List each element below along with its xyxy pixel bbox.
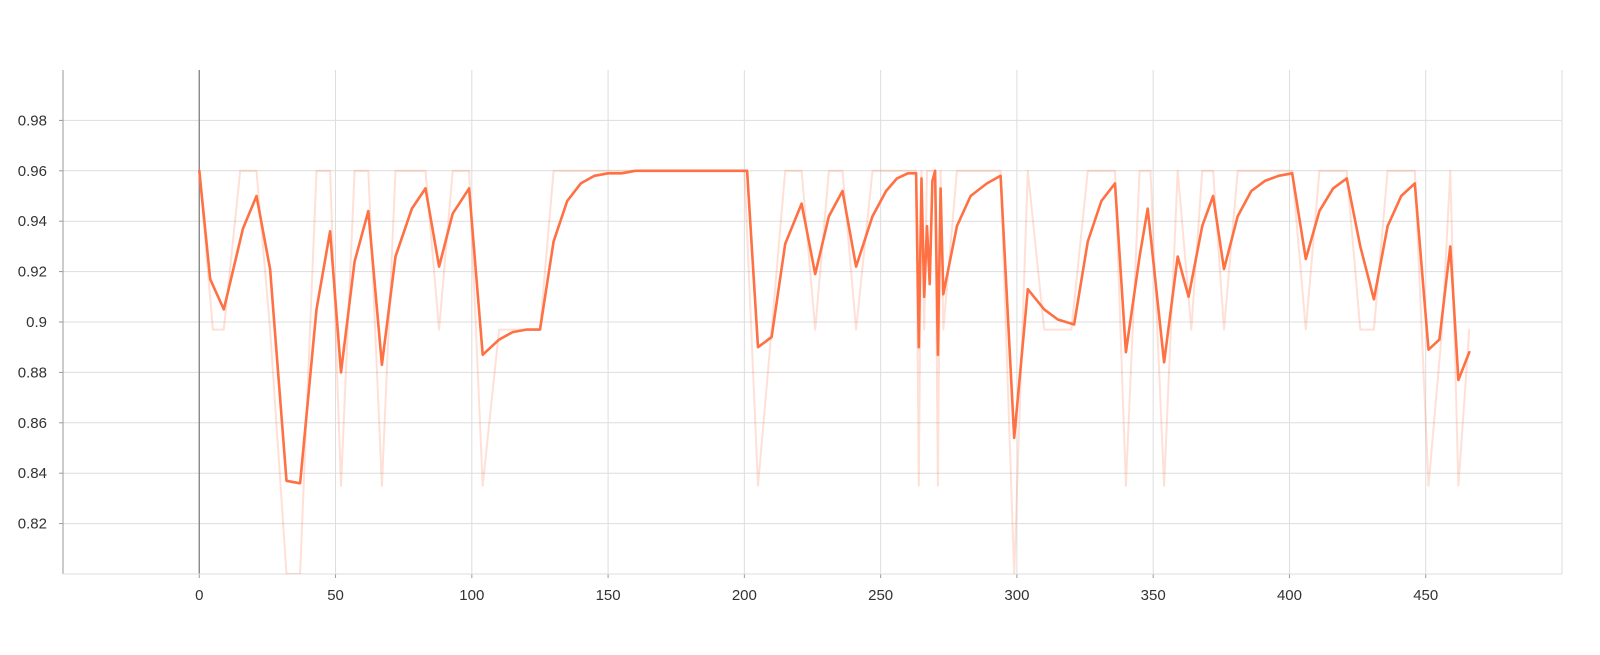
x-tick-label: 450 xyxy=(1413,587,1438,604)
x-tick-label: 300 xyxy=(1004,587,1029,604)
raw-series-line xyxy=(198,169,1471,574)
x-tick-label: 350 xyxy=(1141,587,1166,604)
grid xyxy=(63,70,1562,574)
x-tick-label: 150 xyxy=(596,587,621,604)
x-tick-label: 100 xyxy=(459,587,484,604)
y-tick-label: 0.82 xyxy=(18,516,47,533)
y-tick-label: 0.88 xyxy=(18,364,47,381)
x-tick-label: 0 xyxy=(195,587,203,604)
x-tick-label: 250 xyxy=(868,587,893,604)
y-tick-label: 0.94 xyxy=(18,213,47,230)
x-tick-label: 50 xyxy=(327,587,344,604)
x-tick-label: 400 xyxy=(1277,587,1302,604)
y-tick-label: 0.96 xyxy=(18,163,47,180)
y-tick-label: 0.92 xyxy=(18,264,47,281)
tick-labels: 0.82 0.84 0.86 0.88 0.9 0.92 0.94 0.96 0.98 0 50 10… xyxy=(18,112,1438,604)
y-tick-label: 0.9 xyxy=(26,314,47,331)
axes xyxy=(59,70,1563,578)
y-tick-label: 0.84 xyxy=(18,465,47,482)
series-layer xyxy=(198,169,1471,574)
y-tick-label: 0.98 xyxy=(18,112,47,129)
smoothed-series-line xyxy=(198,169,1471,485)
y-tick-label: 0.86 xyxy=(18,415,47,432)
x-tick-label: 200 xyxy=(732,587,757,604)
